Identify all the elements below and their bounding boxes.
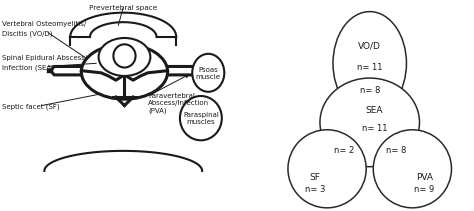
Text: muscle: muscle [196, 74, 221, 80]
Text: Septic facet (SF): Septic facet (SF) [2, 103, 60, 110]
Text: Infection (SEA): Infection (SEA) [2, 64, 55, 71]
Text: n= 2: n= 2 [334, 146, 354, 155]
Text: Paravertebral: Paravertebral [148, 93, 195, 99]
Text: SEA: SEA [366, 106, 383, 115]
Text: muscles: muscles [187, 119, 215, 125]
Ellipse shape [82, 44, 168, 99]
Text: SF: SF [310, 173, 320, 182]
Ellipse shape [99, 38, 150, 76]
Text: (PVA): (PVA) [148, 108, 166, 114]
Text: PVA: PVA [416, 173, 433, 182]
Ellipse shape [192, 54, 224, 92]
Text: n= 3: n= 3 [305, 185, 325, 194]
Text: n= 11: n= 11 [357, 63, 383, 72]
Text: Prevertebral space: Prevertebral space [89, 5, 157, 11]
Text: n= 8: n= 8 [386, 146, 406, 155]
Text: VO/D: VO/D [358, 42, 381, 51]
Text: n= 11: n= 11 [362, 124, 387, 133]
Text: Paraspinal: Paraspinal [183, 112, 219, 118]
Text: n= 9: n= 9 [414, 185, 434, 194]
Text: Vertebral Osteomyelitis/: Vertebral Osteomyelitis/ [2, 21, 87, 27]
Text: Discitis (VO/D): Discitis (VO/D) [2, 31, 53, 37]
Text: Abscess/Infection: Abscess/Infection [148, 100, 209, 106]
Ellipse shape [180, 96, 222, 140]
Ellipse shape [373, 130, 452, 208]
Ellipse shape [320, 78, 419, 167]
Text: n= 8: n= 8 [360, 86, 380, 95]
Ellipse shape [288, 130, 366, 208]
Ellipse shape [113, 44, 136, 68]
Ellipse shape [333, 12, 407, 115]
Text: Spinal Epidural Abscess/: Spinal Epidural Abscess/ [2, 55, 88, 61]
Text: Psoas: Psoas [199, 67, 218, 73]
